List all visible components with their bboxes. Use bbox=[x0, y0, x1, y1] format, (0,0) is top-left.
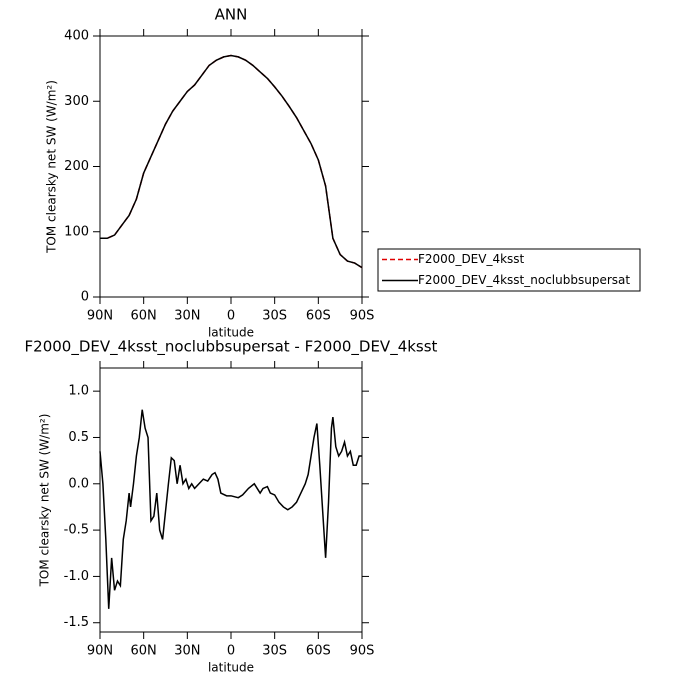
y-tick-label: -1.5 bbox=[64, 615, 89, 630]
chart-title: ANN bbox=[215, 6, 248, 24]
x-tick-label: 60S bbox=[306, 644, 331, 659]
y-tick-label: 0.0 bbox=[68, 476, 89, 491]
y-tick-label: 0.5 bbox=[68, 430, 89, 445]
y-tick-label: 400 bbox=[64, 29, 89, 44]
legend-box bbox=[377, 248, 641, 292]
y-axis-label: TOM clearsky net SW (W/m²) bbox=[45, 80, 59, 254]
x-tick-label: 0 bbox=[227, 309, 235, 324]
x-tick-label: 60N bbox=[131, 644, 157, 659]
x-tick-label: 60S bbox=[306, 309, 331, 324]
y-tick-label: -0.5 bbox=[64, 523, 89, 538]
y-tick-label: 100 bbox=[64, 224, 89, 239]
x-tick-label: 60N bbox=[131, 309, 157, 324]
data-line bbox=[100, 54, 363, 269]
x-tick-label: 90N bbox=[87, 309, 113, 324]
y-tick-label: 300 bbox=[64, 94, 89, 109]
data-line bbox=[99, 409, 362, 609]
y-axis-label: TOM clearsky net SW (W/m²) bbox=[38, 414, 52, 588]
x-tick-label: 30S bbox=[262, 644, 287, 659]
legend-label: F2000_DEV_4ksst_noclubbsupersat bbox=[418, 273, 630, 287]
x-tick-label: 90S bbox=[350, 644, 375, 659]
x-tick-label: 30N bbox=[174, 644, 200, 659]
chart-title: F2000_DEV_4ksst_noclubbsupersat - F2000_… bbox=[25, 338, 438, 357]
x-tick-label: 30N bbox=[174, 309, 200, 324]
x-tick-label: 0 bbox=[227, 644, 235, 659]
x-tick-label: 30S bbox=[262, 309, 287, 324]
x-tick-label: 90N bbox=[87, 644, 113, 659]
legend-label: F2000_DEV_4ksst bbox=[418, 252, 525, 266]
plot-frame bbox=[99, 35, 363, 298]
y-tick-label: 200 bbox=[64, 159, 89, 174]
y-tick-label: 0 bbox=[81, 290, 89, 305]
x-axis-label: latitude bbox=[208, 326, 254, 340]
y-tick-label: -1.0 bbox=[64, 569, 89, 584]
data-line bbox=[100, 54, 363, 269]
y-tick-label: 1.0 bbox=[68, 384, 89, 399]
x-tick-label: 90S bbox=[350, 309, 375, 324]
x-axis-label: latitude bbox=[208, 661, 254, 675]
